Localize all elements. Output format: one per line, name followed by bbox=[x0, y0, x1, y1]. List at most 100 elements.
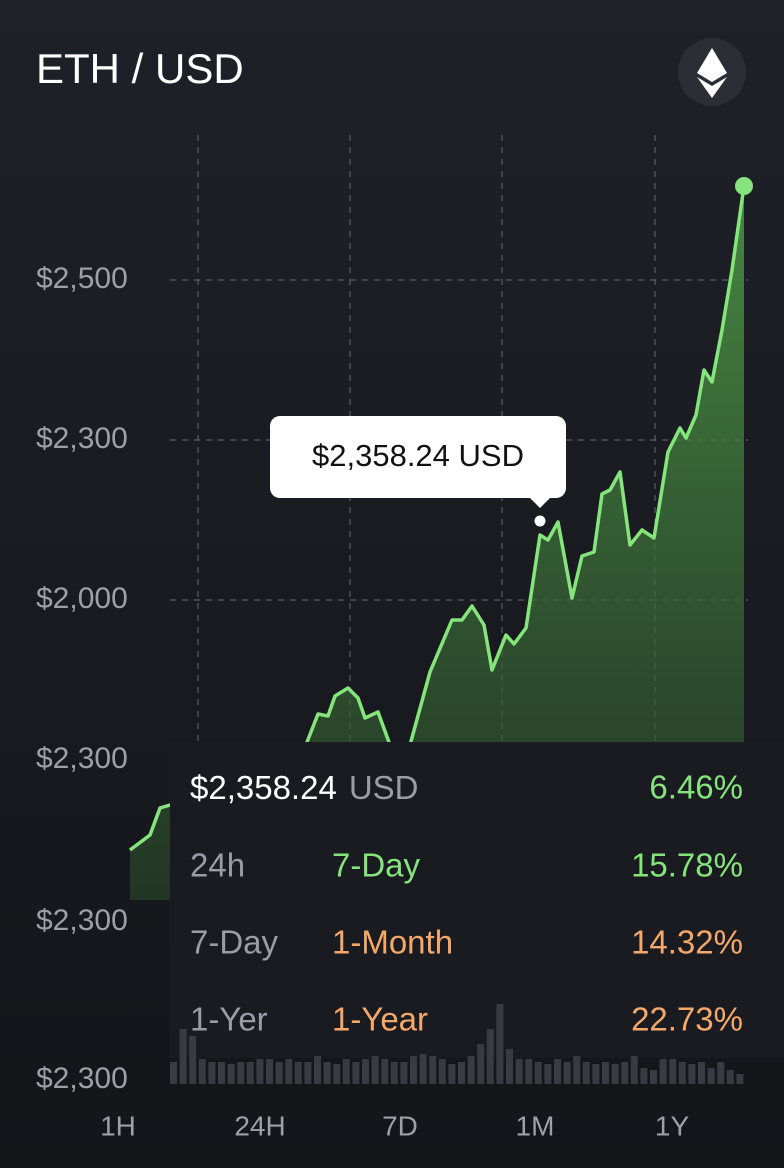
y-label: $2,300 bbox=[36, 422, 128, 455]
tooltip-tail bbox=[528, 496, 552, 508]
volume-bar bbox=[170, 1062, 177, 1084]
x-label[interactable]: 1H bbox=[100, 1110, 136, 1141]
volume-bar bbox=[371, 1056, 379, 1084]
y-label: $2,500 bbox=[36, 262, 128, 295]
volume-bar bbox=[640, 1068, 648, 1084]
volume-bar bbox=[400, 1062, 408, 1084]
volume-bar bbox=[573, 1056, 581, 1084]
x-label[interactable]: 24H bbox=[234, 1110, 285, 1141]
x-labels: 1H 24H 7D 1M 1Y bbox=[100, 1110, 689, 1141]
volume-bar bbox=[458, 1062, 465, 1084]
volume-bar bbox=[563, 1062, 571, 1084]
volume-bar bbox=[477, 1044, 485, 1084]
volume-bar bbox=[198, 1059, 206, 1084]
eth-bottom[interactable] bbox=[697, 77, 727, 98]
volume-bar bbox=[410, 1056, 417, 1084]
volume-bar bbox=[678, 1062, 686, 1084]
volume-bar bbox=[429, 1056, 437, 1084]
x-label[interactable]: 1M bbox=[516, 1110, 555, 1141]
volume-bar bbox=[266, 1059, 273, 1084]
y-label: $2,300 bbox=[36, 742, 128, 775]
volume-bar bbox=[381, 1059, 389, 1084]
volume-bar bbox=[189, 1036, 197, 1084]
volume-bar bbox=[506, 1049, 513, 1084]
volume-bar bbox=[294, 1062, 302, 1084]
volume-bar bbox=[525, 1059, 533, 1084]
volume-bar bbox=[534, 1062, 542, 1084]
volume-bars bbox=[170, 1004, 744, 1084]
volume-bar bbox=[304, 1062, 312, 1084]
price-line bbox=[128, 185, 746, 852]
eth-top[interactable] bbox=[697, 48, 727, 82]
volume-bar bbox=[342, 1059, 350, 1084]
volume-bar bbox=[390, 1062, 398, 1084]
volume-bar bbox=[592, 1064, 600, 1084]
price-area bbox=[130, 186, 744, 900]
volume-bar bbox=[736, 1074, 744, 1084]
volume-bar bbox=[362, 1059, 369, 1084]
volume-bar bbox=[669, 1059, 677, 1084]
volume-bar bbox=[419, 1054, 427, 1084]
x-label[interactable]: 7D bbox=[382, 1110, 418, 1141]
end-dot bbox=[735, 177, 753, 195]
period: 7-Day bbox=[190, 924, 279, 961]
change: 6.46% bbox=[649, 769, 743, 806]
volume-bar bbox=[630, 1056, 638, 1084]
volume-bar bbox=[237, 1062, 245, 1084]
volume-bar bbox=[352, 1062, 360, 1084]
volume-bar bbox=[256, 1059, 264, 1084]
volume-bar bbox=[208, 1062, 216, 1084]
period-change: 15.78% bbox=[631, 847, 743, 884]
y-label: $2,000 bbox=[36, 582, 128, 615]
volume-bar bbox=[285, 1059, 293, 1084]
volume-bar bbox=[323, 1062, 331, 1084]
volume-bar bbox=[621, 1062, 629, 1084]
period-change: 22.73% bbox=[631, 1001, 743, 1038]
period: 1-Yer bbox=[190, 1001, 268, 1038]
period-label: 1-Month bbox=[332, 924, 453, 961]
volume-bar bbox=[707, 1068, 715, 1084]
volume-bar bbox=[227, 1064, 235, 1084]
volume-bar bbox=[246, 1062, 254, 1084]
volume-bar bbox=[726, 1070, 734, 1084]
y-label: $2,300 bbox=[36, 1062, 128, 1095]
price: $2,358.24 bbox=[190, 769, 337, 806]
y-label: $2,300 bbox=[36, 904, 128, 937]
volume-bar bbox=[698, 1062, 705, 1084]
volume-bar bbox=[582, 1062, 590, 1084]
period: 24h bbox=[190, 847, 245, 884]
volume-bar bbox=[438, 1059, 446, 1084]
volume-bar bbox=[486, 1029, 494, 1084]
volume-bar bbox=[218, 1062, 225, 1084]
volume-bar bbox=[448, 1064, 456, 1084]
volume-bar bbox=[602, 1062, 609, 1084]
stats-panel bbox=[170, 742, 784, 1058]
unit: USD bbox=[349, 769, 419, 806]
tooltip: $2,358.24 USD bbox=[270, 416, 566, 530]
volume-bar bbox=[275, 1062, 283, 1084]
volume-bar bbox=[717, 1062, 725, 1084]
period-label: 1-Year bbox=[332, 1001, 428, 1038]
volume-bar bbox=[688, 1064, 696, 1084]
eth-icon[interactable] bbox=[678, 38, 746, 106]
volume-bar bbox=[650, 1070, 657, 1084]
volume-bar bbox=[554, 1059, 561, 1084]
tooltip-dot bbox=[531, 512, 549, 530]
x-label[interactable]: 1Y bbox=[655, 1110, 690, 1141]
volume-bar bbox=[179, 1029, 187, 1084]
volume-bar bbox=[659, 1059, 667, 1084]
price-line-text: $2,358.24 USD bbox=[190, 769, 419, 806]
stats: $2,358.24 USD 6.46% 24h 7-Day 15.78% 7-Da… bbox=[190, 769, 743, 1038]
tooltip-box bbox=[270, 416, 566, 498]
volume-bar bbox=[515, 1059, 523, 1084]
volume-bar bbox=[333, 1064, 341, 1084]
period-label: 7-Day bbox=[332, 847, 421, 884]
volume-bar bbox=[467, 1056, 475, 1084]
tooltip-text: $2,358.24 USD bbox=[312, 438, 524, 473]
volume-bar bbox=[314, 1056, 321, 1084]
volume-bar bbox=[496, 1004, 504, 1084]
volume-bar bbox=[611, 1064, 619, 1084]
y-labels: $2,500 $2,300 $2,000 $2,300 $2,300 $2,30… bbox=[36, 262, 128, 1095]
